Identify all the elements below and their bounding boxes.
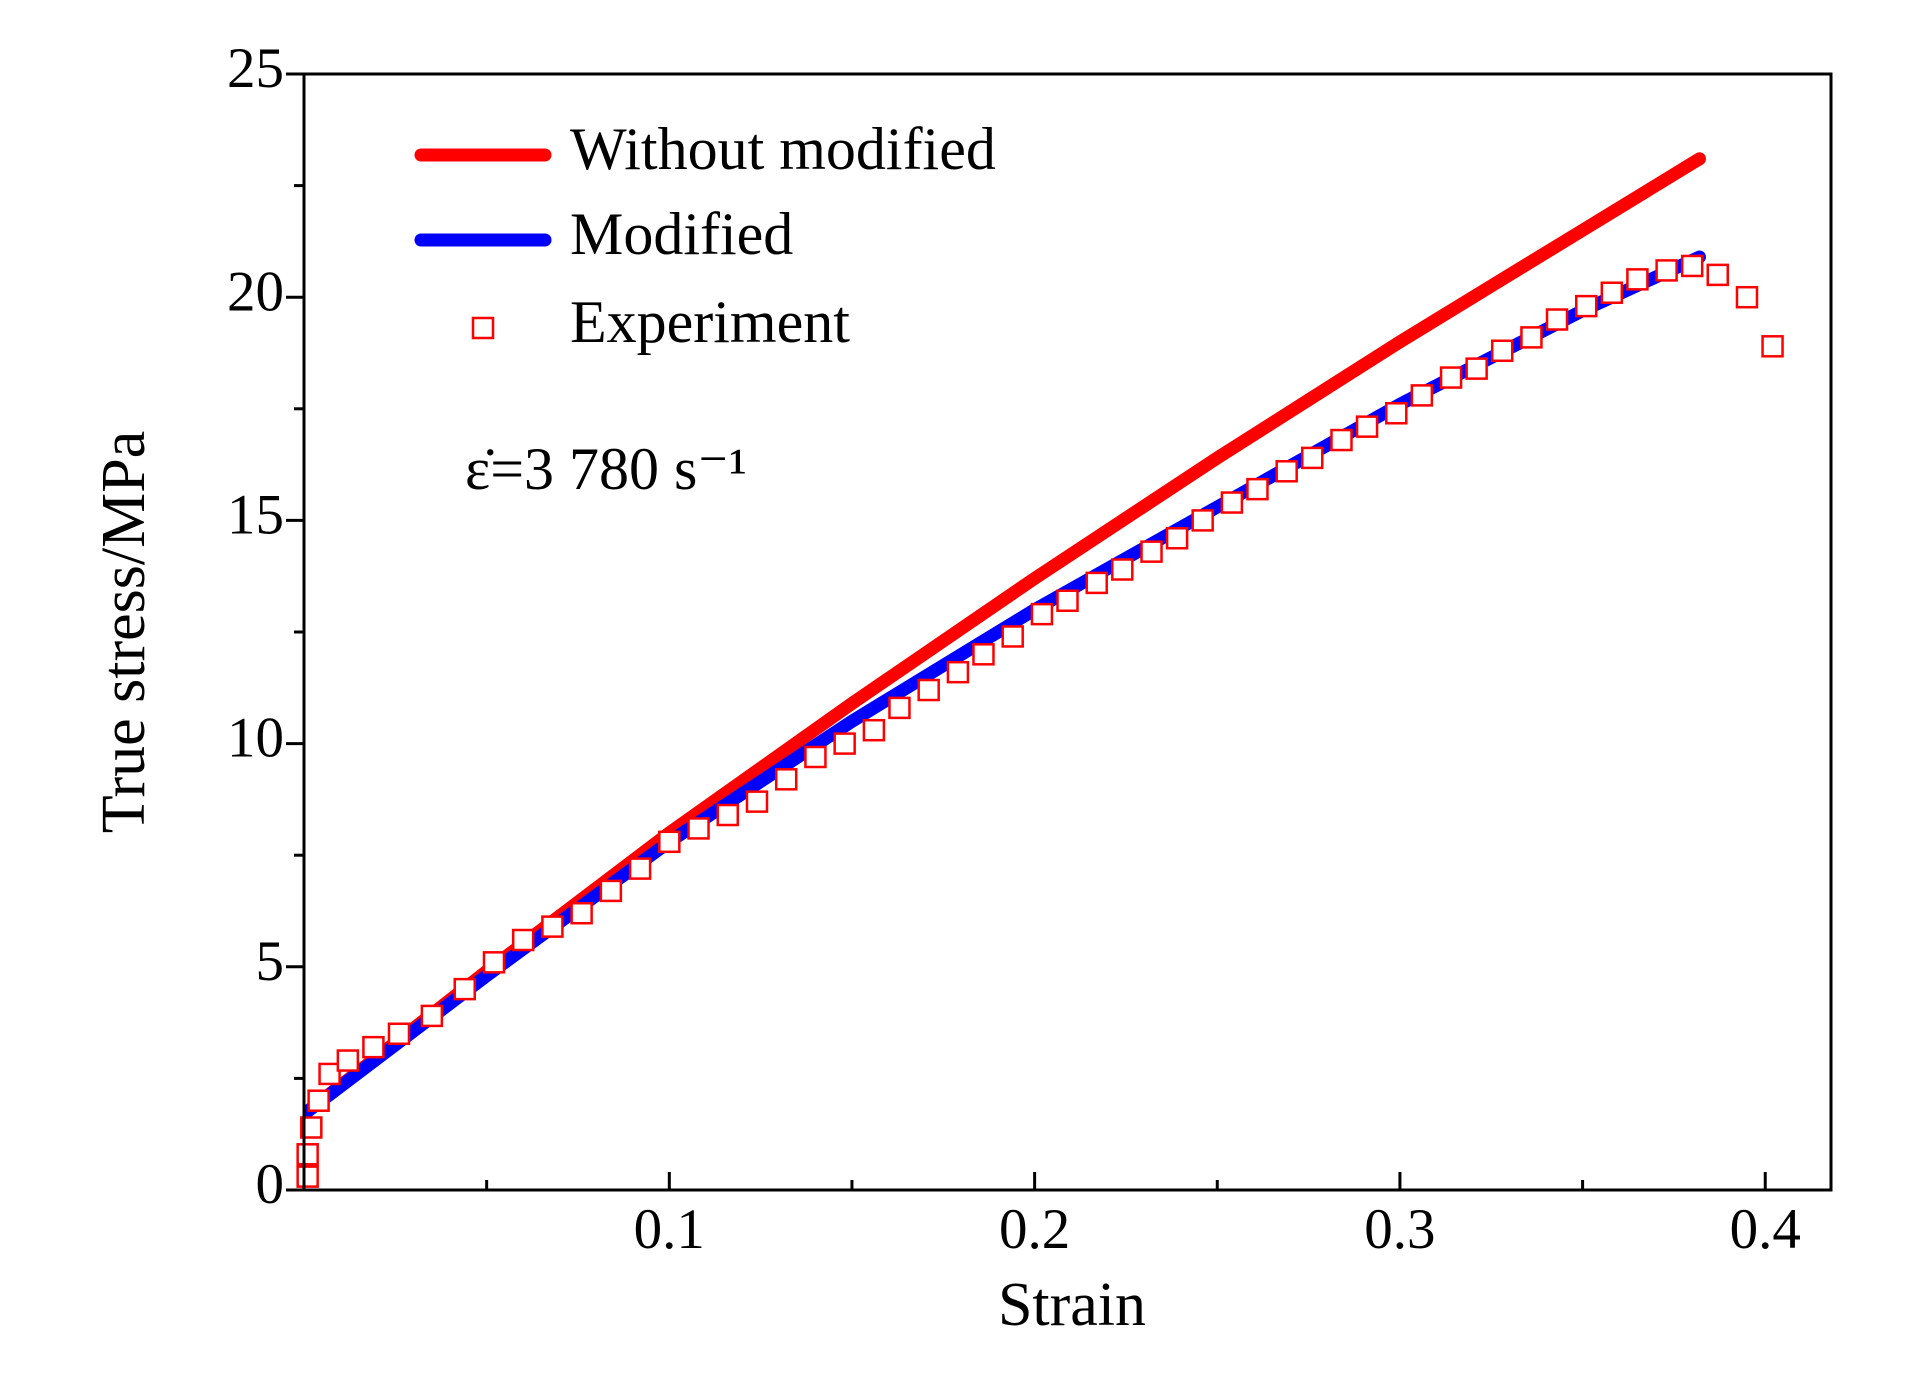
data-point [1520, 326, 1543, 349]
data-point [972, 643, 995, 666]
data-point [1439, 366, 1463, 389]
y-tick-label: 0 [256, 1153, 285, 1216]
data-point [1385, 402, 1408, 425]
data-point [862, 718, 886, 742]
data-point [1761, 335, 1784, 358]
data-point [1001, 625, 1024, 648]
data-point [833, 732, 856, 755]
data-point [570, 901, 593, 925]
data-point [1465, 357, 1488, 380]
data-point [296, 1165, 319, 1188]
data-point [917, 678, 940, 702]
data-point [1330, 428, 1353, 452]
data-point [1574, 294, 1598, 318]
y-tick-label: 15 [227, 483, 284, 546]
data-point [745, 790, 769, 813]
data-point [716, 803, 740, 827]
legend-label: Without modified [570, 116, 996, 182]
x-tick-label: 0.3 [1364, 1198, 1435, 1261]
x-tick-label: 0.4 [1730, 1198, 1801, 1261]
data-point [453, 977, 476, 1001]
x-axis-label: Strain [998, 1271, 1146, 1339]
legend-swatch [471, 316, 495, 340]
legend-label: Modified [570, 201, 793, 267]
data-point [1111, 558, 1134, 581]
data-point [1275, 460, 1298, 483]
annotation: ε̇=3 780 s⁻¹ [465, 436, 747, 502]
data-point [1706, 263, 1730, 287]
data-point [541, 915, 564, 938]
y-tick-label: 10 [227, 707, 284, 770]
data-point [1680, 254, 1704, 278]
data-point [1165, 527, 1189, 550]
data-point [1220, 491, 1244, 514]
data-point [296, 1143, 319, 1166]
data-point [1626, 268, 1649, 291]
data-point [1140, 540, 1163, 563]
plot-frame [302, 72, 1833, 1192]
data-point [1735, 285, 1759, 309]
data-point [362, 1035, 385, 1059]
data-point [1490, 339, 1514, 363]
data-point [1655, 259, 1678, 282]
x-tick-label: 0.1 [634, 1198, 705, 1261]
data-point [946, 660, 970, 684]
data-point [687, 817, 710, 840]
legend-label: Experiment [570, 289, 850, 355]
data-point [307, 1089, 330, 1112]
data-point [420, 1004, 444, 1028]
data-point [1355, 415, 1379, 438]
data-point [1600, 281, 1624, 304]
data-point [599, 879, 623, 903]
data-point [1410, 384, 1434, 407]
data-point [318, 1062, 341, 1086]
data-point [482, 951, 506, 974]
y-axis-label: True stress/MPa [90, 431, 158, 834]
y-tick-label: 25 [227, 37, 284, 100]
y-tick-label: 20 [227, 260, 284, 323]
data-point [628, 857, 652, 880]
data-point [1085, 571, 1108, 595]
x-tick-label: 0.2 [999, 1198, 1070, 1261]
data-point [511, 928, 535, 952]
data-point [658, 830, 681, 854]
data-point [774, 768, 798, 791]
data-point [1301, 446, 1324, 470]
y-tick-label: 5 [256, 930, 285, 993]
data-point [1246, 477, 1269, 501]
data-point [1545, 308, 1569, 331]
data-point [1030, 602, 1054, 626]
data-point [1056, 589, 1079, 613]
data-point [888, 696, 911, 720]
data-point [300, 1116, 323, 1139]
data-point [1191, 509, 1214, 532]
data-point [336, 1049, 360, 1072]
data-point [804, 745, 827, 769]
data-point [387, 1022, 411, 1046]
